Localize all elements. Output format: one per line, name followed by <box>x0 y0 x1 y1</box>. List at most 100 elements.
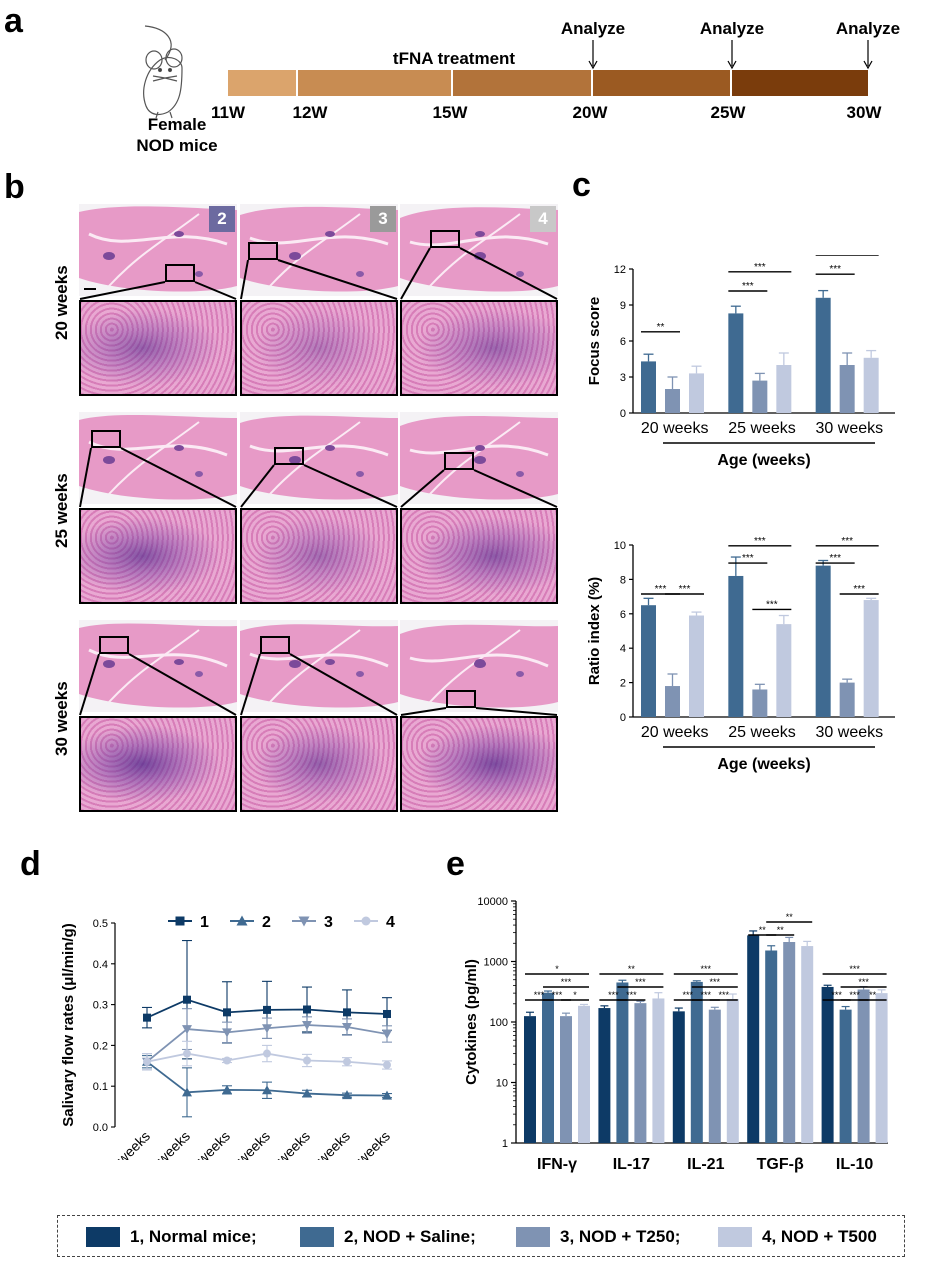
legend-item-3: 3, NOD + T250; <box>516 1226 680 1248</box>
y-tick-label: 1000 <box>484 957 508 969</box>
panel-label-d: d <box>20 845 41 883</box>
significance-label: *** <box>710 977 721 987</box>
legend-item-1: 1, Normal mice; <box>86 1226 257 1248</box>
significance-label: *** <box>831 990 842 1000</box>
bar <box>752 380 768 413</box>
significance-label: * <box>555 964 559 974</box>
bar <box>728 313 744 413</box>
histology-overview <box>79 204 237 296</box>
bar <box>857 989 870 1143</box>
y-tick-label: 9 <box>620 300 626 312</box>
significance-label: *** <box>561 977 572 987</box>
bar <box>641 605 656 717</box>
square-marker <box>303 1005 311 1014</box>
bar <box>634 1003 647 1143</box>
y-tick-label: 10000 <box>477 896 508 908</box>
significance-label: *** <box>766 599 778 610</box>
zoom-lines <box>240 653 398 716</box>
legend-swatch-2 <box>300 1227 334 1247</box>
legend-swatch-1 <box>86 1227 120 1247</box>
ratio-index-chart: 0 2 4 6 8 10 20 weeks 25 weeks 30 weeks Ratio ind… <box>586 536 895 773</box>
tissue-overview-drawing <box>240 624 398 708</box>
zoom-box <box>444 452 474 470</box>
significance-label: ** <box>759 925 767 935</box>
y-axis-label: Ratio index (%) <box>586 577 603 685</box>
zoom-lines <box>400 469 558 508</box>
bar <box>524 1016 536 1143</box>
tissue-overview-drawing <box>240 206 398 292</box>
x-tick-label: IL-21 <box>687 1156 724 1173</box>
zoom-connector <box>400 204 558 300</box>
bar <box>689 615 704 717</box>
y-tick-label: 8 <box>620 574 626 586</box>
mouse-label-line1: Female <box>147 115 207 134</box>
bar <box>863 600 879 717</box>
bar <box>641 361 656 413</box>
bar <box>815 565 831 717</box>
zoom-connector <box>79 620 237 716</box>
arrow-head-icon <box>863 60 873 70</box>
histology-magnified <box>400 716 558 812</box>
bar <box>689 373 704 413</box>
y-tick-label: 4 <box>620 643 626 655</box>
row-label: 20 weeks <box>52 265 71 340</box>
tissue-overview-drawing <box>79 206 237 292</box>
bar <box>839 682 855 717</box>
triangle-marker <box>236 915 248 926</box>
bar <box>839 1009 852 1143</box>
bar <box>665 686 680 717</box>
bar <box>815 297 831 413</box>
y-tick-label: 6 <box>620 336 626 348</box>
significance-label: ** <box>786 912 794 922</box>
significance-label: *** <box>655 584 667 595</box>
bar <box>747 935 760 1143</box>
arrow-head-icon <box>727 60 737 70</box>
zoom-box <box>248 242 278 260</box>
zoom-lines <box>240 464 398 508</box>
circle-marker <box>263 1049 271 1058</box>
significance-label: *** <box>849 964 860 974</box>
y-tick-label: 0.2 <box>93 1040 108 1052</box>
y-tick-label: 100 <box>490 1017 508 1029</box>
significance-label: *** <box>608 990 619 1000</box>
y-tick-label: 0.3 <box>93 1000 108 1012</box>
x-tick-label: TGF-β <box>757 1156 804 1173</box>
significance-label: *** <box>754 536 766 547</box>
zoom-box <box>99 636 129 654</box>
triangle-down-marker <box>262 1024 272 1034</box>
significance-label: *** <box>719 990 730 1000</box>
zoom-box <box>91 430 121 448</box>
treatment-label: tFNA treatment <box>393 49 515 68</box>
bar <box>542 992 554 1143</box>
zoom-connector <box>400 620 558 716</box>
legend-label: 1 <box>200 914 209 931</box>
histology-magnified <box>400 508 558 604</box>
histology-overview <box>79 620 237 712</box>
significance-label: *** <box>679 584 691 595</box>
significance-label: ** <box>869 990 877 1000</box>
square-marker <box>143 1013 151 1022</box>
significance-label: *** <box>858 977 869 987</box>
y-tick-label: 0.0 <box>93 1122 108 1134</box>
zoom-connector <box>79 412 237 508</box>
week-label: 20W <box>573 103 609 122</box>
bar <box>726 998 739 1143</box>
panel-label-e: e <box>446 845 465 883</box>
timeline-segment <box>732 70 868 96</box>
significance-label: *** <box>849 990 860 1000</box>
row-label: 30 weeks <box>52 681 71 756</box>
bar <box>598 1008 611 1143</box>
timeline-segment <box>453 70 591 96</box>
analyze-label: Analyze <box>836 19 900 38</box>
zoom-box <box>260 636 290 654</box>
triangle-down-marker <box>298 916 310 927</box>
significance-label: *** <box>754 262 766 273</box>
triangle-marker <box>222 1084 232 1094</box>
significance-label: *** <box>552 990 563 1000</box>
x-tick-label: 20 weeks <box>641 724 709 741</box>
zoom-connector <box>400 412 558 508</box>
square-marker <box>383 1009 391 1018</box>
zoom-lines <box>79 281 237 300</box>
